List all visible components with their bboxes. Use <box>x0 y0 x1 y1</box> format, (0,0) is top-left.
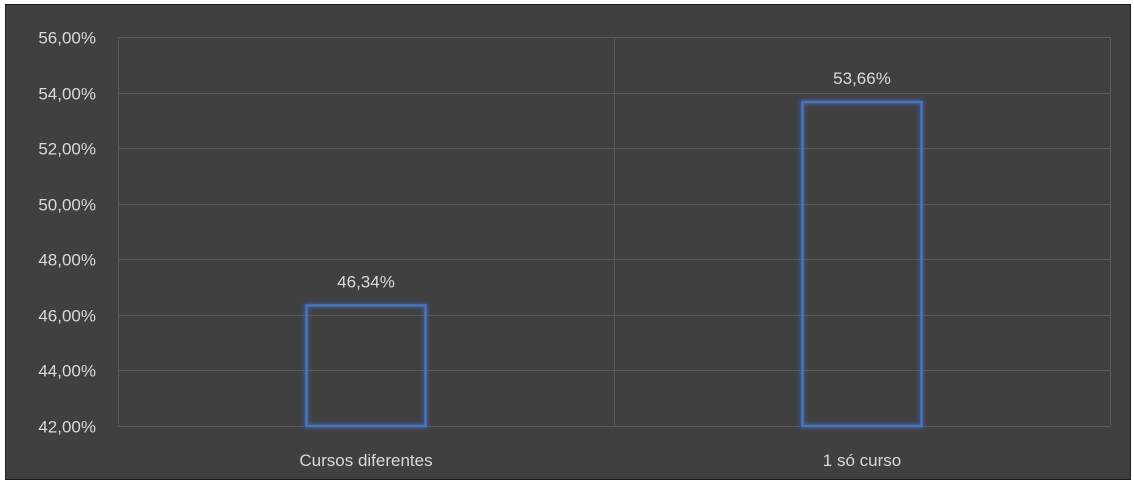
y-tick-label: 44,00% <box>38 362 96 381</box>
category-label: Cursos diferentes <box>299 451 432 470</box>
data-label: 46,34% <box>337 272 395 291</box>
category-label: 1 só curso <box>823 451 901 470</box>
bars <box>305 100 923 428</box>
gridlines <box>118 37 1111 427</box>
y-tick-label: 50,00% <box>38 196 96 215</box>
y-tick-label: 52,00% <box>38 140 96 159</box>
bar <box>801 100 923 428</box>
x-axis-categories: Cursos diferentes 1 só curso <box>299 451 901 470</box>
bar <box>305 304 427 428</box>
data-label: 53,66% <box>833 69 891 88</box>
chart-area <box>5 4 1131 480</box>
y-tick-label: 56,00% <box>38 29 96 48</box>
y-axis-ticks: 42,00% 44,00% 46,00% 48,00% 50,00% 52,00% 54,0… <box>38 29 96 437</box>
y-tick-label: 42,00% <box>38 418 96 437</box>
y-tick-label: 48,00% <box>38 251 96 270</box>
data-labels: 46,34% 53,66% <box>337 69 891 291</box>
y-tick-label: 54,00% <box>38 85 96 104</box>
y-tick-label: 46,00% <box>38 307 96 326</box>
